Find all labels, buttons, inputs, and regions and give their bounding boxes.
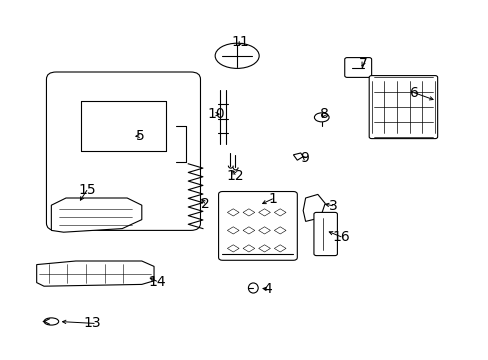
FancyBboxPatch shape [368,76,437,139]
Polygon shape [227,209,239,216]
Polygon shape [274,245,285,252]
Text: 10: 10 [207,107,224,121]
Polygon shape [303,194,325,221]
Ellipse shape [44,318,59,325]
Text: 5: 5 [136,129,144,143]
Text: 4: 4 [263,282,272,296]
Polygon shape [293,153,303,160]
Ellipse shape [248,283,258,293]
Ellipse shape [314,113,328,122]
Text: 11: 11 [231,36,249,49]
Polygon shape [258,245,270,252]
Polygon shape [258,209,270,216]
Text: 8: 8 [319,107,328,121]
Polygon shape [243,209,254,216]
FancyBboxPatch shape [46,72,200,230]
FancyBboxPatch shape [218,192,297,260]
Polygon shape [258,227,270,234]
Polygon shape [227,227,239,234]
Polygon shape [274,209,285,216]
Polygon shape [37,261,154,286]
Text: 6: 6 [409,86,418,100]
Text: 16: 16 [332,230,349,244]
Polygon shape [274,227,285,234]
Ellipse shape [215,43,259,68]
Text: 13: 13 [83,316,101,330]
FancyBboxPatch shape [344,58,371,77]
Polygon shape [51,198,142,232]
Text: 1: 1 [268,192,277,206]
Text: 12: 12 [226,169,244,183]
Text: 2: 2 [201,197,209,211]
Polygon shape [227,245,239,252]
Text: 14: 14 [148,275,166,288]
Polygon shape [243,245,254,252]
FancyBboxPatch shape [313,212,337,256]
Text: 7: 7 [358,57,366,71]
Text: 15: 15 [78,183,96,197]
Text: 9: 9 [299,151,308,165]
Text: 3: 3 [328,199,337,213]
Polygon shape [243,227,254,234]
